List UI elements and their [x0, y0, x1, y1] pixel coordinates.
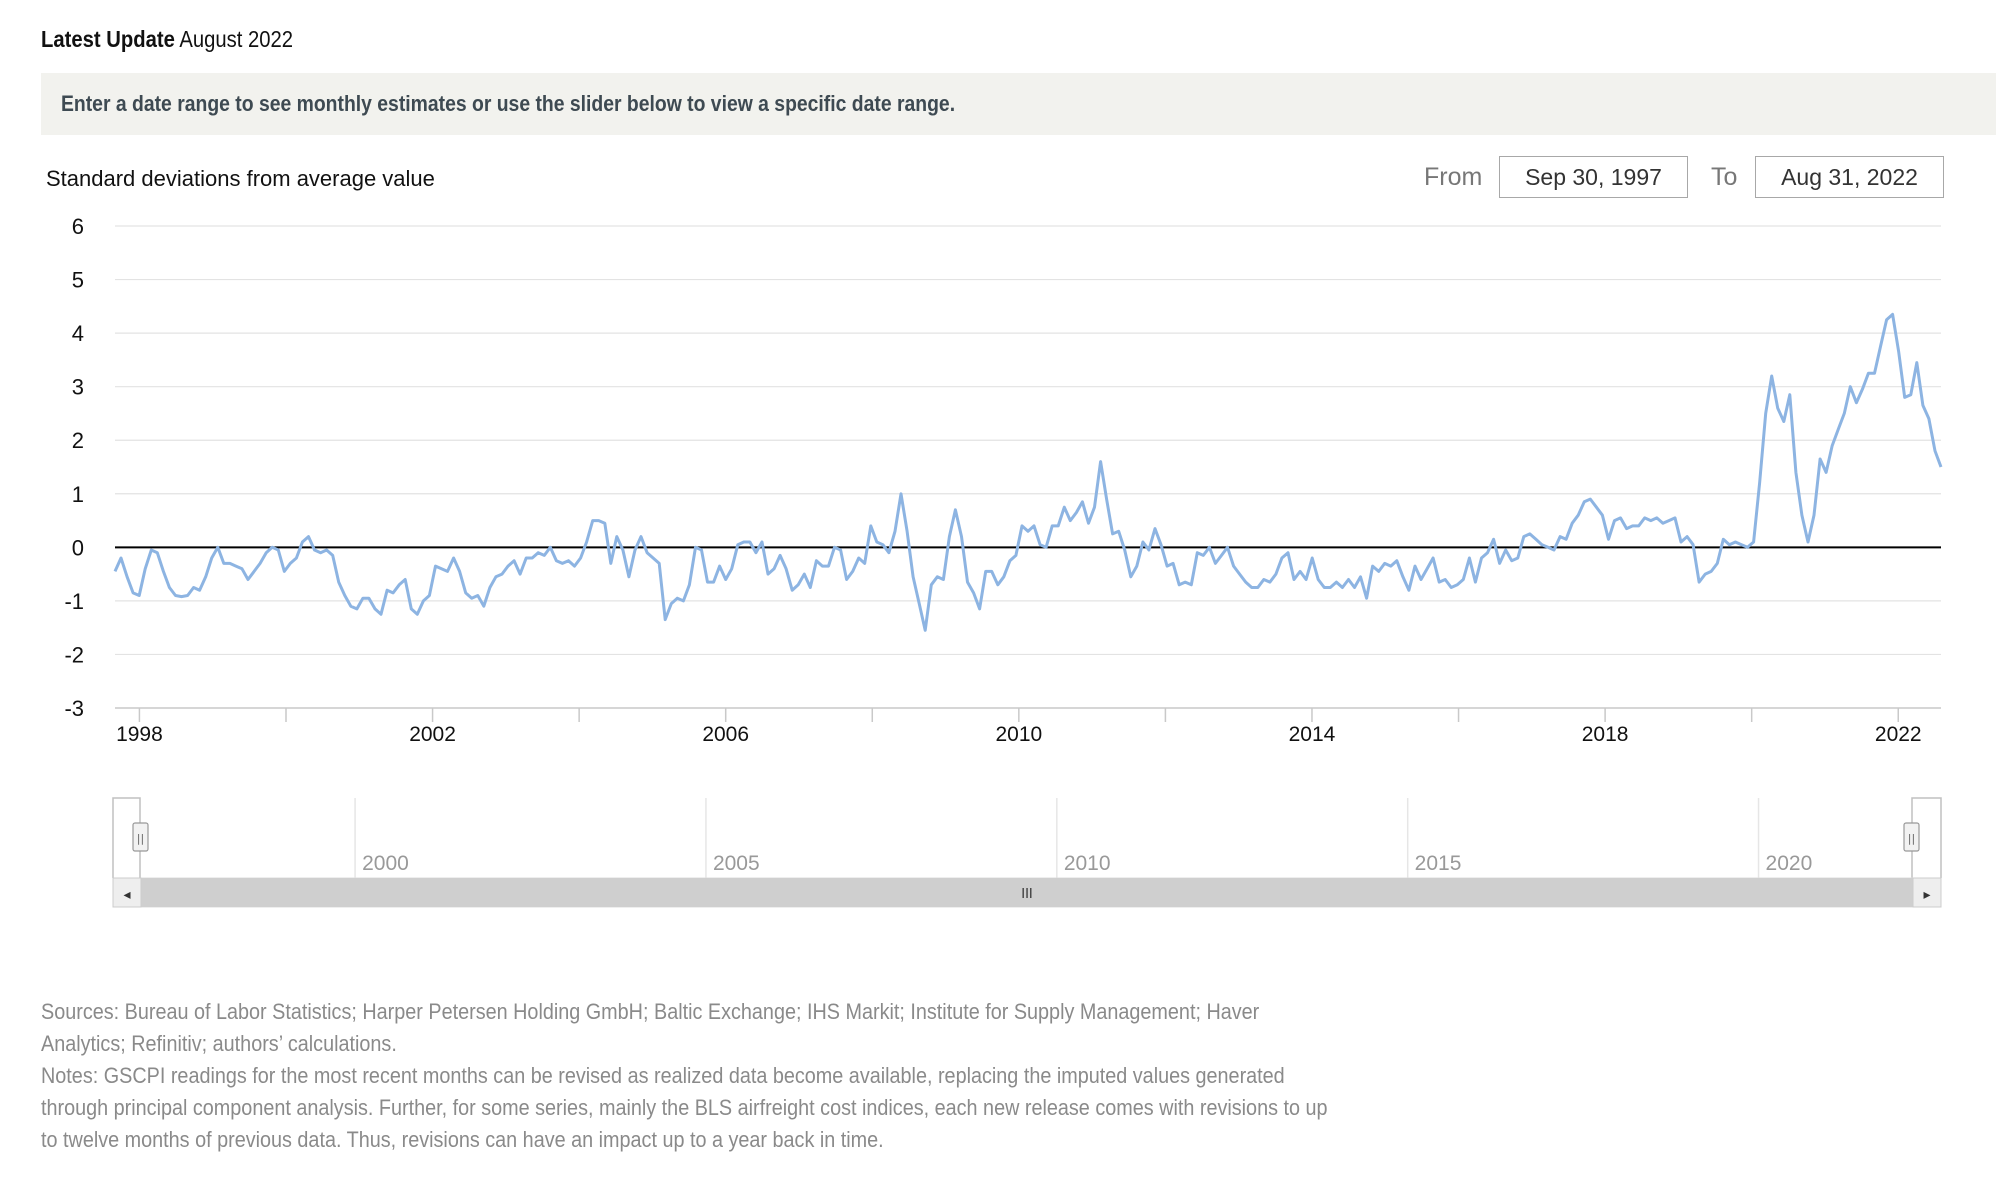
from-label: From [1424, 163, 1483, 191]
latest-update: Latest Update August 2022 [41, 26, 293, 53]
navigator-year-label: 2015 [1415, 852, 1462, 875]
left-handle-grip: || [137, 832, 144, 845]
scrollbar-thumb[interactable] [141, 878, 1913, 907]
from-date-input[interactable]: Sep 30, 1997 [1499, 156, 1688, 198]
y-tick-label: -2 [64, 642, 84, 667]
range-navigator[interactable]: 2000 2005 2010 2015 2020 || || III ◂ ▸ [0, 790, 1996, 920]
x-tick-label: 1998 [116, 723, 163, 746]
y-tick-label: 5 [72, 268, 84, 293]
x-tick-label: 2002 [409, 723, 456, 746]
navigator-left-handle[interactable]: || [132, 822, 149, 852]
navigator-year-label: 2020 [1766, 852, 1813, 875]
instruction-banner: Enter a date range to see monthly estima… [41, 73, 1996, 135]
scroll-left-button[interactable]: ◂ [112, 877, 142, 908]
latest-update-value: August 2022 [179, 26, 294, 52]
scroll-right-button[interactable]: ▸ [1912, 877, 1942, 908]
navigator-grid [354, 798, 1760, 878]
y-tick-label: 3 [72, 375, 84, 400]
y-tick-label: -1 [64, 589, 84, 614]
to-label: To [1711, 163, 1738, 191]
y-tick-label: -3 [64, 696, 84, 721]
x-axis-ticks: 1998 2002 2006 2010 2014 2018 2022 [116, 708, 1922, 746]
footnotes: Sources: Bureau of Labor Statistics; Har… [41, 996, 1337, 1156]
x-tick-label: 2010 [995, 723, 1042, 746]
gscpi-line-chart: Standard deviations from average value 6… [46, 166, 1943, 746]
notes-text: Notes: GSCPI readings for the most recen… [41, 1063, 1328, 1152]
sources-note: Sources: Bureau of Labor Statistics; Har… [41, 999, 1260, 1056]
x-tick-label: 2006 [702, 723, 749, 746]
navigator-right-handle[interactable]: || [1903, 822, 1920, 852]
y-tick-label: 1 [72, 482, 84, 507]
y-tick-label: 2 [72, 428, 84, 453]
right-handle-grip: || [1908, 832, 1915, 845]
scroll-right-arrow-icon: ▸ [1923, 887, 1930, 903]
to-date-input[interactable]: Aug 31, 2022 [1755, 156, 1944, 198]
navigator-year-labels: 2000 2005 2010 2015 2020 [362, 852, 1812, 875]
scroll-left-arrow-icon: ◂ [123, 887, 130, 903]
scrollbar-grip: III [1021, 887, 1033, 902]
latest-update-label: Latest Update [41, 26, 175, 52]
y-tick-label: 6 [72, 214, 84, 239]
instruction-text: Enter a date range to see monthly estima… [61, 91, 956, 116]
y-tick-label: 4 [72, 321, 84, 346]
navigator-year-label: 2005 [713, 852, 760, 875]
navigator-year-label: 2000 [362, 852, 409, 875]
grid-lines [115, 225, 1941, 656]
y-tick-label: 0 [72, 535, 84, 560]
x-tick-label: 2014 [1289, 723, 1336, 746]
x-tick-label: 2022 [1875, 723, 1922, 746]
y-axis-label: Standard deviations from average value [46, 166, 435, 191]
x-tick-label: 2018 [1582, 723, 1629, 746]
series-line [113, 312, 1943, 632]
y-axis-ticks: 6 5 4 3 2 1 0 -1 -2 -3 [64, 214, 84, 721]
navigator-year-label: 2010 [1064, 852, 1111, 875]
